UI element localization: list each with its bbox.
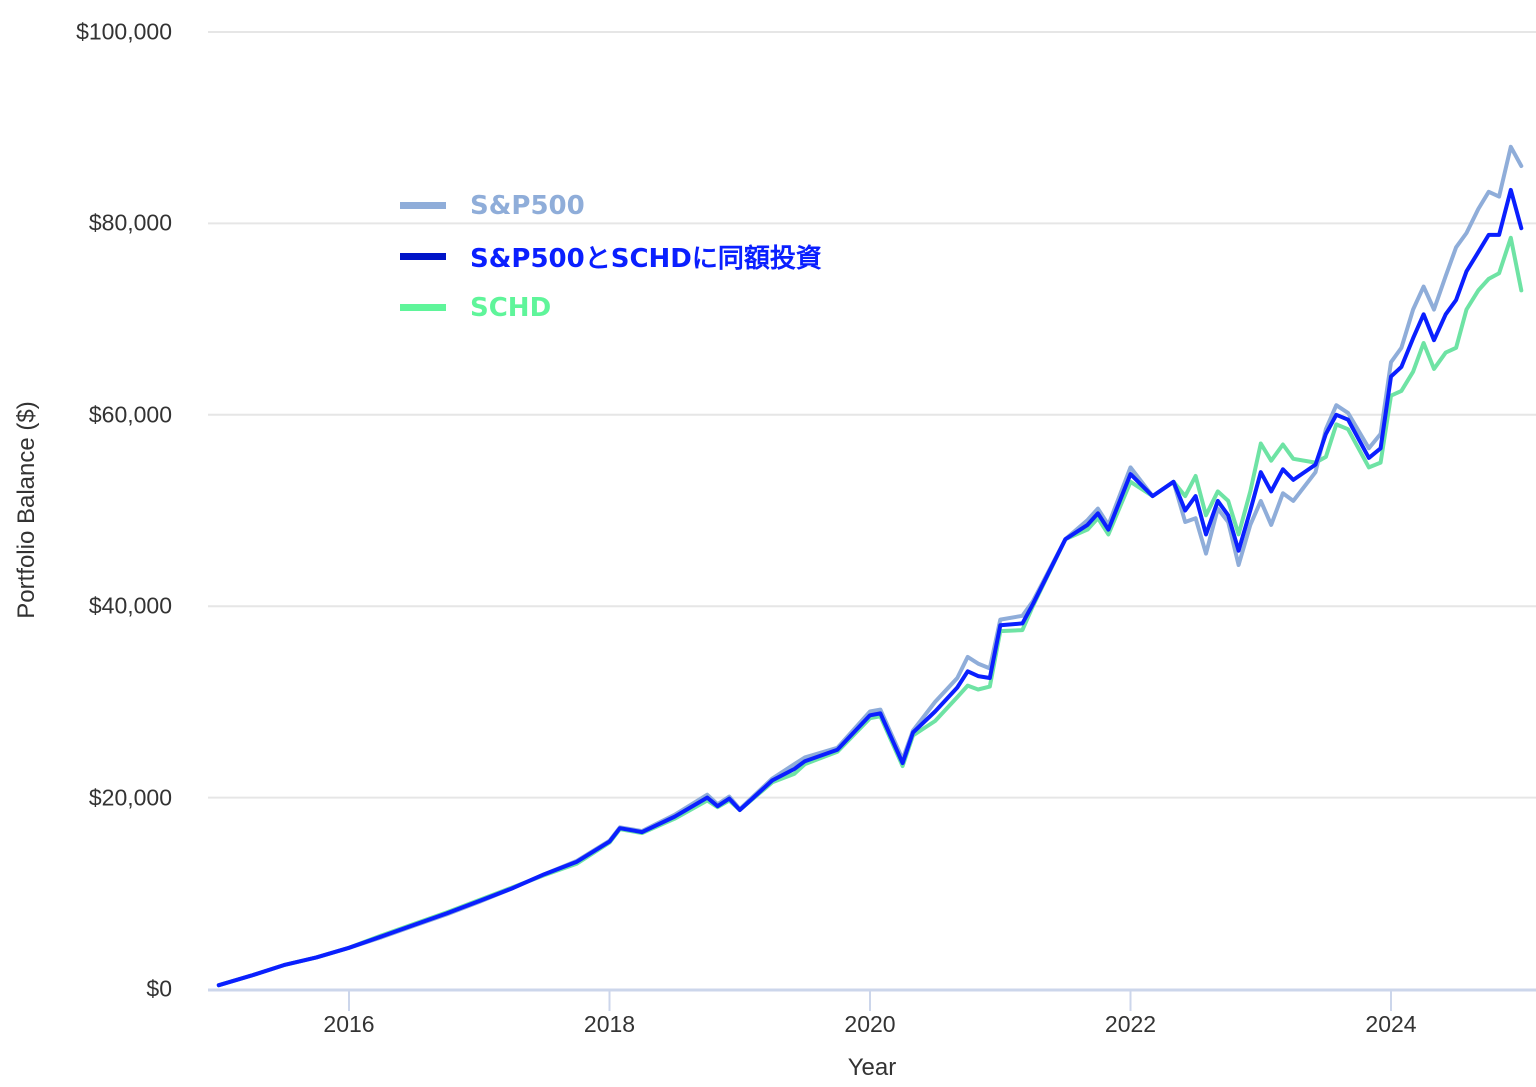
legend-item-blend[interactable]: S&P500とSCHDに同額投資 — [400, 231, 822, 282]
x-tick-label: 2016 — [323, 1011, 375, 1037]
x-axis — [208, 988, 1536, 1011]
grid-lines — [208, 31, 1536, 799]
y-tick-label: $100,000 — [76, 18, 172, 45]
legend-swatch-schd — [400, 304, 446, 311]
y-tick-label: $80,000 — [88, 209, 172, 236]
legend-label-sp500: S&P500 — [470, 190, 585, 221]
y-tick-label: $20,000 — [88, 784, 172, 811]
x-tick-label: 2022 — [1104, 1011, 1157, 1037]
legend-item-schd[interactable]: SCHD — [400, 282, 822, 333]
legend-label-blend: S&P500とSCHDに同額投資 — [470, 244, 822, 274]
y-tick-label: $40,000 — [88, 592, 172, 619]
x-tick-label: 2024 — [1365, 1011, 1417, 1037]
series-line-blend[interactable] — [216, 187, 1524, 988]
y-tick-label: $60,000 — [88, 401, 172, 428]
legend-swatch-sp500 — [400, 202, 446, 209]
series-line-schd[interactable] — [216, 235, 1524, 988]
x-axis-label: Year — [847, 1054, 897, 1081]
legend-item-sp500[interactable]: S&P500 — [400, 180, 822, 231]
series-lines — [216, 144, 1524, 988]
y-axis-label: Portfolio Balance ($) — [13, 401, 40, 619]
legend-label-schd: SCHD — [470, 292, 552, 323]
legend: S&P500 S&P500とSCHDに同額投資 SCHD — [400, 180, 822, 333]
legend-swatch-blend — [400, 253, 446, 260]
x-tick-label: 2018 — [583, 1011, 636, 1037]
x-tick-label: 2020 — [844, 1011, 896, 1037]
y-tick-label: $0 — [146, 975, 172, 1002]
